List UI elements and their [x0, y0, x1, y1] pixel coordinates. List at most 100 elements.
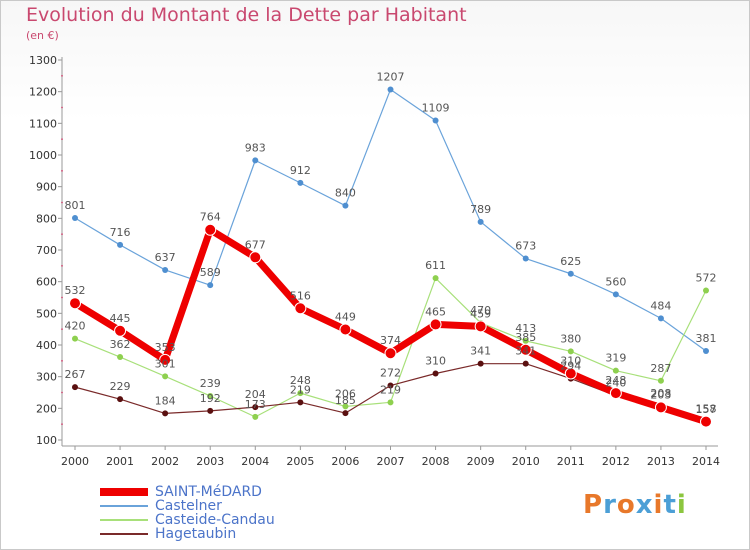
data-point — [297, 390, 304, 397]
data-point — [703, 287, 709, 294]
y-tick-label: 500 — [36, 307, 57, 320]
x-tick-label: 2013 — [647, 455, 675, 468]
y-minor-tick — [61, 391, 63, 394]
data-point — [477, 218, 484, 225]
data-label: 532 — [65, 284, 86, 297]
data-point — [522, 337, 529, 344]
data-point — [342, 403, 349, 410]
unit-label: (en €) — [26, 29, 59, 42]
y-minor-tick — [61, 74, 63, 77]
y-minor-tick — [61, 106, 63, 109]
data-label: 420 — [65, 320, 86, 333]
data-label: 673 — [515, 240, 536, 253]
data-label: 240 — [605, 377, 626, 390]
legend-swatch — [100, 519, 148, 521]
data-point — [204, 223, 217, 236]
data-label: 301 — [155, 357, 176, 370]
data-label: 840 — [335, 187, 356, 200]
series-line — [74, 88, 707, 352]
data-point — [117, 396, 124, 403]
x-tick-label: 2014 — [692, 455, 720, 468]
data-point — [657, 377, 664, 384]
x-tick-label: 2010 — [512, 455, 540, 468]
series-1 — [72, 86, 709, 355]
data-label: 248 — [290, 374, 311, 387]
axes: 100 200 300 400 500 600 700 800 900 1000 1100 1200 1… — [29, 54, 720, 468]
data-point — [474, 320, 487, 333]
data-point — [432, 117, 439, 124]
logo-letter: i — [676, 490, 687, 520]
y-minor-tick — [61, 138, 63, 141]
y-tick-label: 700 — [36, 244, 57, 257]
data-point — [342, 202, 349, 209]
data-point — [700, 415, 712, 428]
series-0 — [69, 223, 712, 428]
series-2 — [72, 275, 709, 420]
data-point — [703, 348, 709, 355]
logo-letter: o — [616, 490, 636, 520]
y-minor-tick — [61, 359, 63, 362]
data-label: 1207 — [377, 70, 405, 83]
data-label: 983 — [245, 141, 266, 154]
data-label: 789 — [470, 203, 491, 216]
legend-swatch — [100, 488, 148, 496]
y-tick-label: 200 — [36, 402, 57, 415]
data-point — [384, 347, 397, 360]
data-label: 413 — [515, 322, 536, 335]
logo-letter: x — [635, 490, 654, 520]
legend-swatch — [100, 505, 148, 507]
data-point — [252, 404, 259, 411]
data-label: 484 — [650, 299, 671, 312]
data-point — [387, 399, 394, 406]
legend-label: Casteide-Candau — [155, 512, 275, 528]
data-point — [612, 291, 619, 298]
data-label: 184 — [155, 394, 176, 407]
data-label: 801 — [65, 199, 86, 212]
data-label: 625 — [560, 255, 581, 268]
logo-letter: P — [583, 490, 604, 520]
data-point — [117, 354, 124, 361]
data-label: 560 — [605, 275, 626, 288]
y-minor-tick — [61, 296, 63, 299]
data-label: 248 — [605, 374, 626, 387]
y-tick-label: 1300 — [29, 54, 57, 67]
data-label: 611 — [425, 259, 446, 272]
data-label: 465 — [425, 305, 446, 318]
logo-letter: i — [653, 490, 664, 520]
data-label: 1109 — [422, 101, 450, 114]
data-point — [564, 367, 577, 380]
data-label: 229 — [110, 380, 131, 393]
data-label: 157 — [696, 403, 717, 416]
data-label: 516 — [290, 289, 311, 302]
data-point — [432, 370, 439, 377]
x-tick-label: 2004 — [241, 455, 269, 468]
data-point — [249, 251, 262, 264]
data-point — [339, 323, 352, 336]
data-point — [72, 384, 78, 391]
data-point — [162, 373, 169, 380]
data-label: 272 — [380, 367, 401, 380]
x-tick-label: 2012 — [602, 455, 630, 468]
data-label: 294 — [560, 360, 581, 373]
data-label: 380 — [560, 332, 581, 345]
data-point — [162, 410, 169, 417]
data-point — [207, 407, 214, 414]
data-point — [477, 360, 484, 367]
data-labels: 801 716 637 589 983 912 840 1207 1109 789 673 625 56… — [65, 70, 717, 416]
data-label: 287 — [650, 362, 671, 375]
data-label: 173 — [245, 398, 266, 411]
y-tick-label: 100 — [36, 434, 57, 447]
y-tick-label: 400 — [36, 339, 57, 352]
data-label: 267 — [65, 368, 86, 381]
data-label: 204 — [245, 388, 266, 401]
data-point — [519, 343, 532, 356]
data-label: 319 — [605, 352, 626, 365]
y-minor-tick — [61, 169, 63, 172]
data-label: 206 — [335, 387, 356, 400]
data-label: 219 — [380, 383, 401, 396]
data-label: 341 — [515, 345, 536, 358]
y-tick-label: 600 — [36, 276, 57, 289]
data-point — [609, 387, 622, 400]
